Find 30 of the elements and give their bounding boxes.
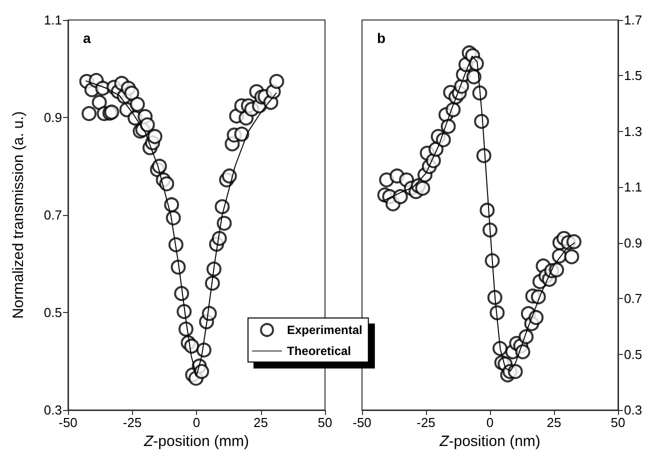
x-tick-label: 0 [486, 415, 494, 430]
x-tick-label: 25 [546, 415, 562, 430]
x-axis-title: Z-position (mm) [142, 433, 250, 450]
y-tick-label: 1.1 [624, 180, 642, 195]
y-tick-label: 0.7 [624, 291, 642, 306]
y-axis-title: Normalized transmission (a. u.) [10, 111, 27, 319]
x-tick-label: 50 [318, 415, 332, 430]
y-tick-label: 0.5 [44, 305, 62, 320]
x-tick-label: 50 [610, 415, 626, 430]
x-tick-label: -25 [122, 415, 142, 430]
y-tick-label: 1.7 [624, 12, 642, 28]
x-tick-label: 25 [254, 415, 268, 430]
y-tick-label: 0.3 [624, 402, 642, 418]
y-tick-label: 1.5 [624, 68, 642, 84]
x-tick-label: -25 [416, 415, 436, 430]
y-tick-label: 0.7 [44, 208, 62, 222]
y-tick-label: 0.3 [44, 402, 62, 418]
legend-label: Theoretical [287, 344, 352, 358]
y-tick-label: 0.5 [624, 346, 642, 362]
x-axis-title: Z-position (nm) [438, 433, 540, 450]
y-tick-label: 0.9 [44, 110, 62, 125]
text: b [377, 30, 386, 46]
x-tick-label: 0 [192, 415, 200, 430]
y-tick-label: 1.1 [44, 12, 62, 28]
y-tick-label: 1.3 [624, 124, 642, 139]
text: a [83, 30, 91, 46]
x-tick-label: -50 [352, 415, 372, 430]
x-tick-label: -50 [58, 415, 78, 430]
y-tick-label: 0.9 [624, 235, 642, 250]
legend-label: Experimental [287, 323, 362, 337]
